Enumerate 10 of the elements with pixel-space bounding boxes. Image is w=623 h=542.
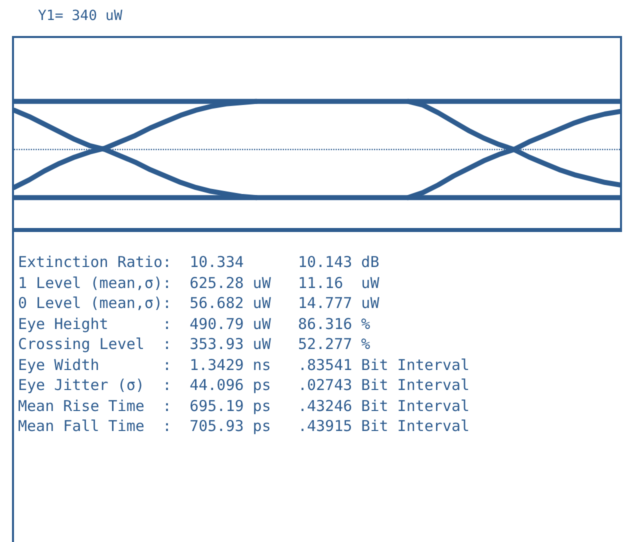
text: Mean Fall Time : 705.93 ps .43915 Bit Interval xyxy=(18,417,470,435)
text: Eye Jitter (σ) : 44.096 ps .02743 Bit Interval xyxy=(18,376,470,394)
text: 0 Level (mean,σ): 56.682 uW 14.777 uW xyxy=(18,294,380,312)
text: Eye Height : 490.79 uW 86.316 % xyxy=(18,314,370,332)
chart-title: Y1= 340 uW xyxy=(38,8,122,24)
text: 1 Level (mean,σ): 625.28 uW 11.16 uW xyxy=(18,274,380,292)
text: Eye Width : 1.3429 ns .83541 Bit Interval xyxy=(18,356,470,374)
text: Crossing Level : 353.93 uW 52.277 % xyxy=(18,335,370,353)
text: Extinction Ratio: 10.334 10.143 dB xyxy=(18,253,380,271)
text: Mean Rise Time : 695.19 ps .43246 Bit Interval xyxy=(18,396,470,414)
